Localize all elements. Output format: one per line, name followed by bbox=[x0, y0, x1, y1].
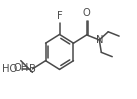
Text: HO: HO bbox=[2, 64, 17, 74]
Text: B: B bbox=[29, 64, 36, 74]
Text: F: F bbox=[57, 11, 62, 21]
Text: N: N bbox=[95, 35, 103, 45]
Text: OH: OH bbox=[13, 63, 28, 73]
Text: O: O bbox=[83, 8, 91, 18]
